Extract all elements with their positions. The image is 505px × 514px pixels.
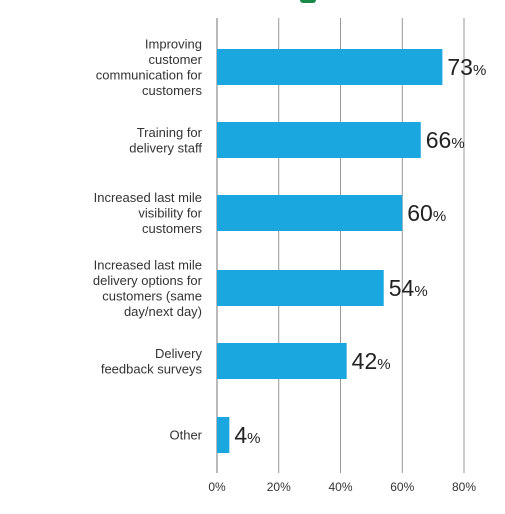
bar [217,417,230,453]
category-label-line: Improving [145,36,202,51]
bar [217,270,384,306]
category-label-line: Delivery [155,346,202,361]
category-label-line: feedback surveys [101,361,203,376]
category-label-line: customers [142,83,202,98]
x-tick-label: 60% [390,480,414,494]
category-label-line: delivery staff [129,140,202,155]
category-label-line: customers (same [102,288,202,303]
value-label: 54% [389,275,428,301]
category-label-line: customer [149,52,203,67]
bar [217,49,443,85]
bar [217,195,403,231]
category-label: Other [169,428,202,443]
value-percent-sign: % [451,135,464,152]
x-tick-label: 0% [208,480,226,494]
value-label: 73% [447,54,486,80]
category-label: Increased last mile delivery options for c… [93,257,203,319]
value-percent-sign: % [433,208,446,225]
category-label-line: visibility for [138,206,202,221]
value-percent-sign: % [414,283,427,300]
value-number: 4 [234,422,247,448]
category-label-line: communication for [96,67,203,82]
value-number: 66 [426,127,452,153]
category-label-line: Increased last mile [94,257,202,272]
value-percent-sign: % [473,62,486,79]
x-tick-label: 20% [267,480,291,494]
bar [217,122,421,158]
value-number: 42 [352,348,378,374]
value-percent-sign: % [377,356,390,373]
value-percent-sign: % [247,430,260,447]
category-label-line: Increased last mile [94,190,202,205]
category-label-line: Other [169,428,202,443]
value-label: 4% [234,422,260,448]
x-tick-label: 40% [328,480,352,494]
value-number: 60 [407,200,433,226]
value-label: 42% [352,348,391,374]
category-label: Delivery feedback surveys [101,346,203,377]
category-label-line: day/next day) [124,304,202,319]
header-accent-mark [300,0,316,3]
value-label: 66% [426,127,465,153]
category-label: Improving customer communication for custom… [96,36,203,98]
value-number: 54 [389,275,415,301]
category-label: Training for delivery staff [129,125,202,156]
category-label: Increased last mile visibility for custome… [94,190,203,236]
category-label-line: customers [142,221,202,236]
value-number: 73 [447,54,473,80]
x-tick-label: 80% [452,480,476,494]
category-label-line: Training for [137,125,203,140]
category-label-line: delivery options for [93,273,203,288]
bar [217,343,347,379]
value-label: 60% [407,200,446,226]
